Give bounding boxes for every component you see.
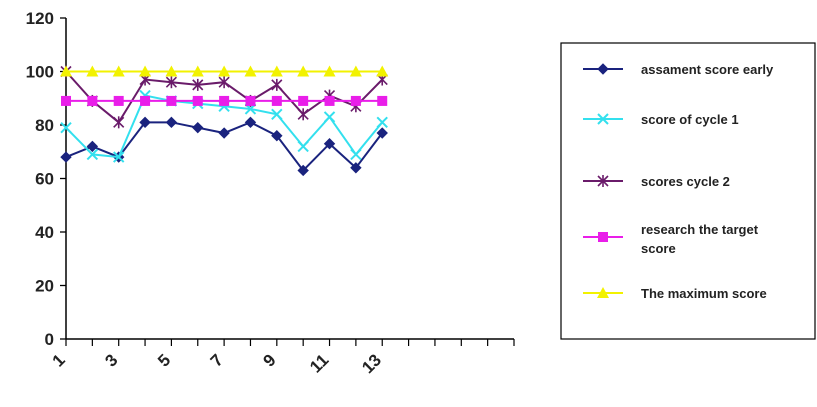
data-point (192, 95, 203, 106)
data-point (349, 65, 362, 77)
data-point (165, 116, 178, 129)
data-point (297, 140, 309, 153)
data-point (350, 148, 362, 161)
data-point (192, 78, 204, 91)
data-point (323, 138, 336, 150)
legend: assament score early score of cycle 1 scor… (560, 42, 816, 340)
data-point (245, 95, 256, 106)
legend-label: score of cycle 1 (641, 112, 739, 127)
legend-label-line: score (641, 241, 676, 256)
data-point (86, 148, 99, 161)
data-point (271, 108, 283, 121)
data-point (139, 65, 152, 77)
y-tick-labels: 0 20 40 60 80 100 120 (26, 9, 54, 349)
legend-swatch-marker (597, 287, 609, 298)
data-point (323, 65, 336, 77)
data-point (60, 121, 72, 134)
legend-item: score of cycle 1 (583, 112, 739, 127)
data-point (376, 65, 389, 77)
legend-swatch-marker (597, 175, 609, 187)
legend-item: research the target score (583, 222, 759, 256)
data-point (377, 95, 388, 106)
series-2 (60, 65, 388, 129)
legend-swatch-marker (598, 232, 608, 242)
x-tick-label: 3 (101, 350, 121, 370)
legend-item: assament score early (583, 62, 774, 77)
legend-item: scores cycle 2 (583, 174, 730, 189)
data-point (112, 151, 125, 163)
x-tick-labels: 1 3 5 7 9 11 13 (49, 350, 385, 377)
y-tick-label: 0 (45, 330, 54, 349)
data-point (244, 116, 257, 129)
legend-swatch-marker (597, 63, 609, 75)
data-point (350, 95, 361, 106)
data-point (297, 65, 310, 77)
data-point (165, 76, 177, 89)
legend-label: scores cycle 2 (641, 174, 730, 189)
data-point (61, 95, 71, 106)
data-point (219, 95, 230, 106)
data-point (323, 111, 336, 123)
data-point (298, 95, 309, 106)
data-point (271, 95, 282, 106)
data-point (297, 108, 309, 121)
data-point (166, 95, 177, 106)
data-point (376, 127, 388, 139)
data-point (60, 151, 72, 163)
y-tick-label: 80 (35, 116, 54, 135)
series-0 (60, 116, 388, 177)
series-4 (60, 65, 389, 77)
legend-swatch-marker (597, 113, 609, 125)
data-point (60, 65, 72, 77)
data-point (112, 65, 125, 77)
y-tick-label: 20 (35, 277, 54, 296)
data-point (271, 78, 283, 91)
data-point (191, 65, 204, 77)
data-point (270, 65, 283, 77)
y-tick-label: 100 (26, 63, 54, 82)
legend-label: assament score early (641, 62, 774, 77)
data-point (87, 95, 98, 106)
y-tick-label: 40 (35, 223, 54, 242)
plot-area (60, 65, 389, 177)
data-point (140, 95, 151, 106)
data-point (139, 116, 151, 129)
data-point (244, 65, 257, 77)
data-point (113, 95, 124, 106)
legend-label-line: research the target (641, 222, 759, 237)
legend-label: research the target score (641, 222, 759, 256)
y-tick-label: 120 (26, 9, 54, 28)
x-tick-label: 13 (358, 350, 385, 377)
data-point (86, 140, 99, 153)
data-point (271, 129, 283, 142)
data-point (376, 116, 388, 129)
x-tick-label: 7 (207, 350, 227, 370)
series-3 (61, 95, 388, 106)
x-tick-label: 1 (49, 350, 69, 370)
data-point (218, 65, 231, 77)
x-tick-label: 5 (154, 350, 174, 370)
x-tick-label: 9 (260, 350, 280, 370)
legend-label: The maximum score (641, 286, 767, 301)
data-point (218, 127, 230, 139)
data-point (113, 116, 125, 129)
data-point (350, 162, 362, 174)
legend-item: The maximum score (583, 286, 767, 301)
data-point (297, 164, 309, 177)
data-point (86, 65, 99, 77)
x-tick-label: 11 (306, 350, 332, 376)
data-point (165, 65, 178, 77)
axes (60, 17, 515, 346)
data-point (324, 95, 335, 106)
data-point (192, 121, 204, 134)
data-point (218, 76, 230, 89)
y-tick-label: 60 (35, 170, 54, 189)
